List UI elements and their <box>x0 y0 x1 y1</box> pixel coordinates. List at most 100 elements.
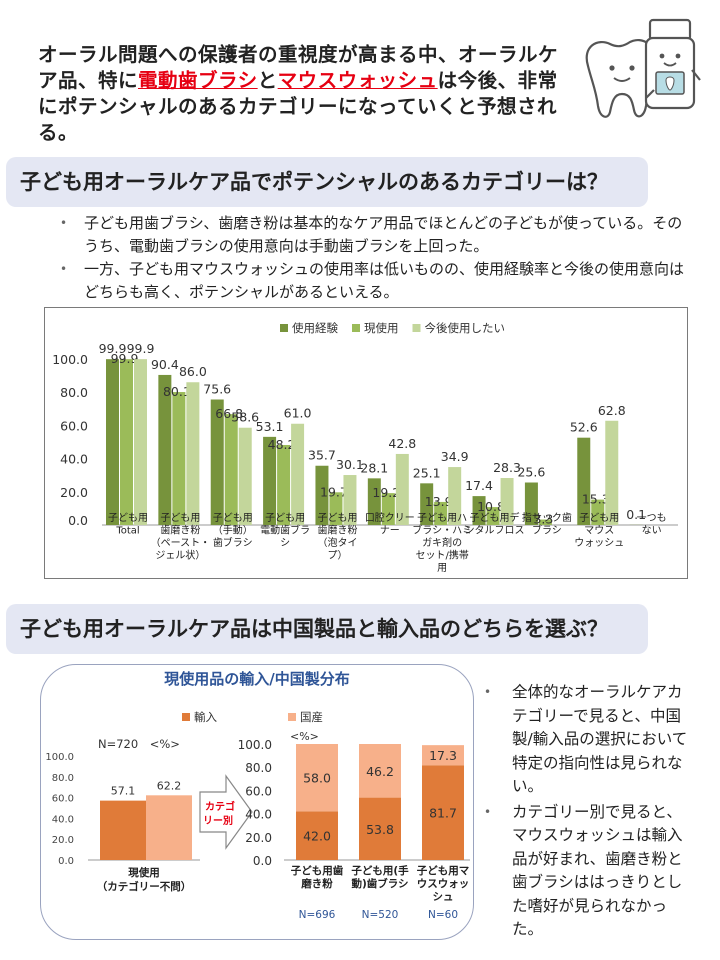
arrow-label: カテゴ <box>205 800 235 813</box>
chart1-data-label: 99.9 <box>127 341 155 356</box>
chart1-category-label: 子ども用 <box>265 512 305 524</box>
chart2-ytick-label: 40.0 <box>52 814 74 825</box>
chart3-ytick-label: 100.0 <box>238 738 272 752</box>
chart1-category-label: 口腔クリー <box>365 511 415 524</box>
usage-bar-chart: 0.0 20.0 40.0 60.0 80.0 100.0 使用経験 現使用 今後使用したい 99… <box>52 321 678 574</box>
headline-highlight-mouthwash: マウスウォッシュ <box>277 69 438 92</box>
chart1-category-label: 子ども用 <box>213 512 253 524</box>
chart3-legend-swatch <box>182 713 190 721</box>
chart1-category-label: シ <box>280 538 290 549</box>
chart3-legend-label: 国産 <box>300 710 323 724</box>
chart3-ytick-label: 0.0 <box>253 854 272 868</box>
chart1-data-label: 0.1 <box>626 507 646 522</box>
sample-size-note: N=720 <%> <box>98 737 180 751</box>
chart3-sample-size: N=60 <box>428 909 458 921</box>
tooth-mascot-icon <box>585 18 701 118</box>
chart2-overall-bar <box>146 795 192 860</box>
chart1-category-label: ウォッシュ <box>574 537 624 549</box>
arrow-label: リー別 <box>203 814 233 827</box>
chart1-legend-label: 現使用 <box>364 321 399 335</box>
chart1-category-label: ンタルフロス <box>465 525 525 537</box>
chart1-data-label: 42.8 <box>388 436 416 451</box>
chart1-bar <box>263 436 277 525</box>
chart1-data-label: 19.2 <box>372 485 400 500</box>
chart3-ytick-label: 60.0 <box>245 784 272 798</box>
chart1-bar <box>277 444 291 525</box>
chart1-bar <box>315 465 329 525</box>
chart1-bar <box>106 359 119 525</box>
chart1-category-label: 子ども用デ <box>470 511 520 524</box>
chart1-bar <box>291 423 305 525</box>
chart1-bar <box>591 499 605 525</box>
chart1-data-label: 99.9 <box>99 341 127 356</box>
chart3-legend-label: 輸入 <box>194 710 217 724</box>
origin-panel-title: 現使用品の輸入/中国製分布 <box>164 670 350 688</box>
chart1-bar <box>343 475 357 525</box>
chart1-category-label: （泡タイ <box>317 536 357 549</box>
chart1-legend-swatch <box>280 324 288 332</box>
chart1-data-label: 61.0 <box>284 406 312 421</box>
chart1-data-label: 30.1 <box>336 457 364 472</box>
section1-bullet-2: 一方、子ども用マウスウォッシュの使用率は低いものの、使用経験率と今後の使用意向は… <box>60 258 690 304</box>
chart2-overall-data-label: 57.1 <box>111 785 136 798</box>
chart3-stacked-bar-segment <box>359 797 401 860</box>
chart1-bar <box>472 496 486 525</box>
chart1-bar <box>577 437 591 525</box>
chart3-category-label: 子ども用マ <box>417 864 470 877</box>
section2-banner: 子ども用オーラルケア品は中国製品と輸入品のどちらを選ぶ？ <box>6 604 648 654</box>
headline-highlight-electric-toothbrush: 電動歯ブラシ <box>138 69 258 92</box>
chart1-bar <box>605 420 619 525</box>
chart1-category-label: 指サック歯 <box>522 511 572 524</box>
headline-text-3: は今後、非常にポテンシャルのあるカテゴリーになっていくと予想される。 <box>38 69 558 144</box>
chart1-category-label: ナー <box>380 525 400 537</box>
chart1-bar <box>120 359 133 525</box>
chart1-bar <box>420 483 434 525</box>
category-arrow-icon <box>199 774 253 850</box>
chart1-category-label: 歯ブラシ <box>213 536 253 549</box>
chart1-bar <box>172 392 186 525</box>
chart1-data-label: 34.9 <box>441 449 469 464</box>
chart1-category-label: （手動） <box>213 524 253 537</box>
chart1-bar <box>538 519 552 525</box>
chart1-category-label: 歯磨き粉 <box>317 524 357 537</box>
chart1-category-label: ガキ剤の <box>422 536 462 549</box>
chart3-data-label: 53.8 <box>366 822 394 837</box>
chart1-bar <box>395 453 409 525</box>
chart1-bar <box>210 399 224 525</box>
chart1-bar <box>238 427 252 525</box>
chart1-data-label: 15.3 <box>582 492 610 507</box>
chart1-category-label: 一つも <box>637 512 667 524</box>
chart1-data-label: 62.8 <box>598 403 626 418</box>
chart3-unit-label: <%> <box>290 730 319 743</box>
usage-chart-frame <box>44 307 688 579</box>
chart1-category-label: プ） <box>327 550 347 562</box>
chart1-category-label: 電動歯ブラ <box>260 524 310 537</box>
chart3-sample-size: N=520 <box>362 909 399 921</box>
chart1-data-label: 25.6 <box>517 465 545 480</box>
chart1-data-label: 99.9 <box>111 351 139 366</box>
chart1-data-label: 13.9 <box>425 494 453 509</box>
chart1-ytick-label: 0.0 <box>68 513 88 528</box>
chart3-legend-swatch <box>288 713 296 721</box>
chart1-data-label: 90.4 <box>151 357 179 372</box>
section1-banner: 子ども用オーラルケア品でポテンシャルのあるカテゴリーは？ <box>6 157 648 207</box>
headline: オーラル問題への保護者の重視度が高まる中、オーラルケア品、特に電動歯ブラシとマウ… <box>38 42 558 146</box>
chart3-category-label: 磨き粉 <box>300 877 333 890</box>
chart1-ytick-label: 80.0 <box>60 385 88 400</box>
chart1-bar <box>158 374 172 525</box>
chart2-ytick-label: 100.0 <box>45 752 74 763</box>
chart3-data-label: 46.2 <box>366 764 394 779</box>
chart1-data-label: 17.4 <box>465 478 493 493</box>
chart1-data-label: 25.1 <box>413 465 441 480</box>
origin-panel <box>40 664 474 940</box>
chart1-bar <box>134 359 147 525</box>
chart1-ytick-label: 40.0 <box>60 452 88 467</box>
chart1-category-label: ブラシ・ハミ <box>412 524 472 537</box>
chart3-data-label: 42.0 <box>303 829 331 844</box>
chart1-bar <box>329 492 343 525</box>
chart1-data-label: 35.7 <box>308 448 336 463</box>
chart1-data-label: 75.6 <box>203 382 231 397</box>
chart3-data-label: 17.3 <box>429 748 457 763</box>
chart1-category-label: ブラシ <box>532 524 562 537</box>
chart1-bar <box>500 478 514 525</box>
